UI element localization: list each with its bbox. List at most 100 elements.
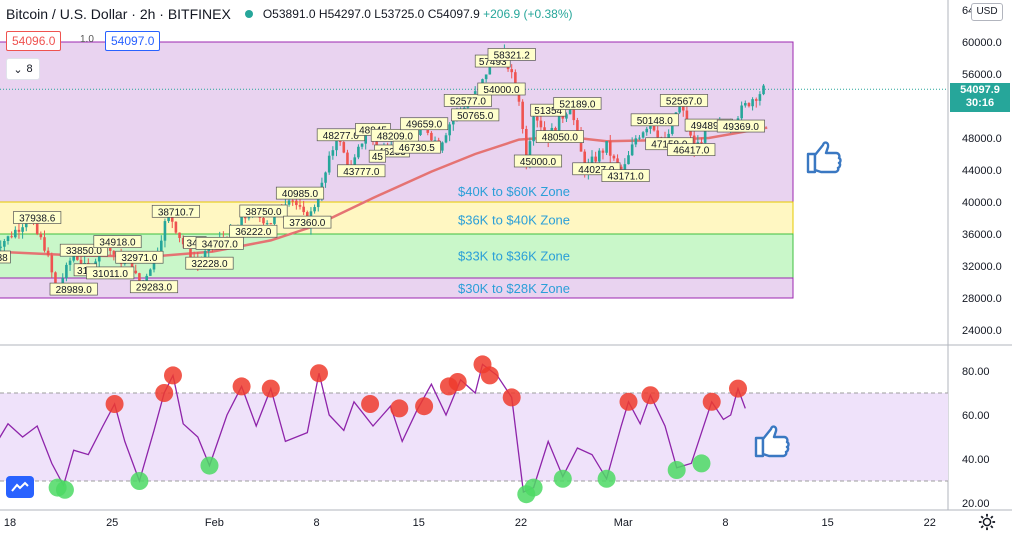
tradingview-logo-icon[interactable] <box>6 476 34 498</box>
gear-icon[interactable] <box>978 513 996 531</box>
candle-body <box>134 270 138 274</box>
candle-body <box>35 223 39 235</box>
sell-button[interactable]: 54096.0 <box>6 31 62 51</box>
candle-body <box>346 152 349 167</box>
candle-body <box>561 115 565 119</box>
rsi-tick-label: 60.00 <box>962 410 990 422</box>
price-tick-label: 48000.0 <box>962 133 1002 145</box>
price-tick-label: 56000.0 <box>962 69 1002 81</box>
price-label-box <box>239 204 288 218</box>
zone-label-0: $40K to $60K Zone <box>458 184 570 199</box>
price-label-box <box>601 169 650 182</box>
price-label-box <box>229 224 278 238</box>
overbought-marker <box>641 386 660 405</box>
candle-body <box>3 240 6 247</box>
candle-body <box>754 99 758 101</box>
price-label-box <box>0 250 11 264</box>
price-label-box <box>49 282 98 296</box>
price-label: 40985.0 <box>282 189 319 200</box>
price-label: 51354 <box>534 106 562 117</box>
open-value: O53891.0 <box>262 7 316 21</box>
price-label: 32971.0 <box>121 253 158 264</box>
candle-body <box>521 101 524 129</box>
price-label: 38750.0 <box>245 207 282 218</box>
indicators-collapse-button[interactable]: ⌄ 8 <box>6 58 40 80</box>
price-label: 28989.0 <box>56 285 93 296</box>
oversold-marker <box>667 461 686 479</box>
candle-body <box>638 137 641 139</box>
low-value: L53725.0 <box>374 7 425 21</box>
candle-body <box>145 275 148 281</box>
price-zone-1 <box>0 201 794 235</box>
price-label: 46417.0 <box>673 146 710 157</box>
thumbs-up-icon <box>754 425 790 458</box>
candle-body <box>181 237 185 245</box>
candle-body <box>703 126 707 143</box>
overbought-marker <box>163 366 182 385</box>
price-label: 48050.0 <box>542 133 579 144</box>
price-label: 43777.0 <box>343 167 380 178</box>
price-label-box <box>93 235 142 249</box>
symbol-title[interactable]: Bitcoin / U.S. Dollar · 2h · BITFINEX <box>6 6 231 22</box>
candle-body <box>10 236 13 238</box>
currency-button[interactable]: USD <box>971 3 1003 21</box>
candle-body <box>627 155 630 165</box>
candle-body <box>364 132 367 144</box>
candle-body <box>240 216 243 227</box>
price-label-box <box>659 94 709 107</box>
candle-body <box>0 246 2 248</box>
candle-body <box>316 199 320 208</box>
rsi-tick-label: 20.00 <box>962 498 990 510</box>
candle-body <box>273 213 276 224</box>
oversold-marker <box>692 454 711 473</box>
candle-body <box>744 103 747 106</box>
last-price-badge: 54097.9 30:16 <box>950 83 1010 112</box>
candle-body <box>514 72 517 89</box>
price-label: 46253 <box>378 147 406 158</box>
change-value: +206.9 (+0.38%) <box>483 7 573 21</box>
candle-body <box>634 138 638 145</box>
candle-body <box>532 116 535 142</box>
price-label: 52567.0 <box>666 96 703 107</box>
price-label-box <box>129 280 179 294</box>
candle-body <box>243 216 247 219</box>
candle-body <box>572 109 576 121</box>
time-tick-label: 18 <box>4 517 16 529</box>
zone-label-1: $36K to $40K Zone <box>458 213 570 228</box>
candle-body <box>17 229 21 232</box>
zone-label-2: $33K to $36K Zone <box>458 249 570 264</box>
high-value: H54297.0 <box>318 7 371 21</box>
price-label: 58321.2 <box>494 50 531 61</box>
price-label: 38 <box>0 253 8 264</box>
indicator-count: 8 <box>26 63 33 75</box>
price-zone-3 <box>0 277 794 299</box>
candle-body <box>68 260 72 265</box>
price-label-box <box>487 48 536 61</box>
candle-body <box>302 206 305 213</box>
candle-body <box>608 140 612 156</box>
overbought-marker <box>105 395 124 413</box>
candle-body <box>751 99 754 107</box>
overbought-marker <box>361 395 380 413</box>
time-tick-label: 8 <box>722 517 728 529</box>
price-label-box <box>716 119 765 133</box>
candle-body <box>79 259 83 266</box>
candle-body <box>528 141 532 167</box>
spread-value: 1.0 <box>80 34 94 45</box>
candle-body <box>448 124 451 136</box>
candle-body <box>295 200 298 206</box>
market-open-icon <box>244 10 253 18</box>
close-value: C54097.9 <box>427 7 480 21</box>
buy-button[interactable]: 54097.0 <box>105 31 161 51</box>
candle-body <box>590 156 594 163</box>
price-label: 54000.0 <box>483 85 520 96</box>
price-label: 43171.0 <box>608 172 645 183</box>
price-label-box <box>275 186 325 200</box>
price-label-box <box>195 236 244 250</box>
price-label: 48209.0 <box>377 131 414 142</box>
candle-body <box>342 142 346 153</box>
price-label-box <box>400 117 449 131</box>
candle-body <box>6 236 10 241</box>
